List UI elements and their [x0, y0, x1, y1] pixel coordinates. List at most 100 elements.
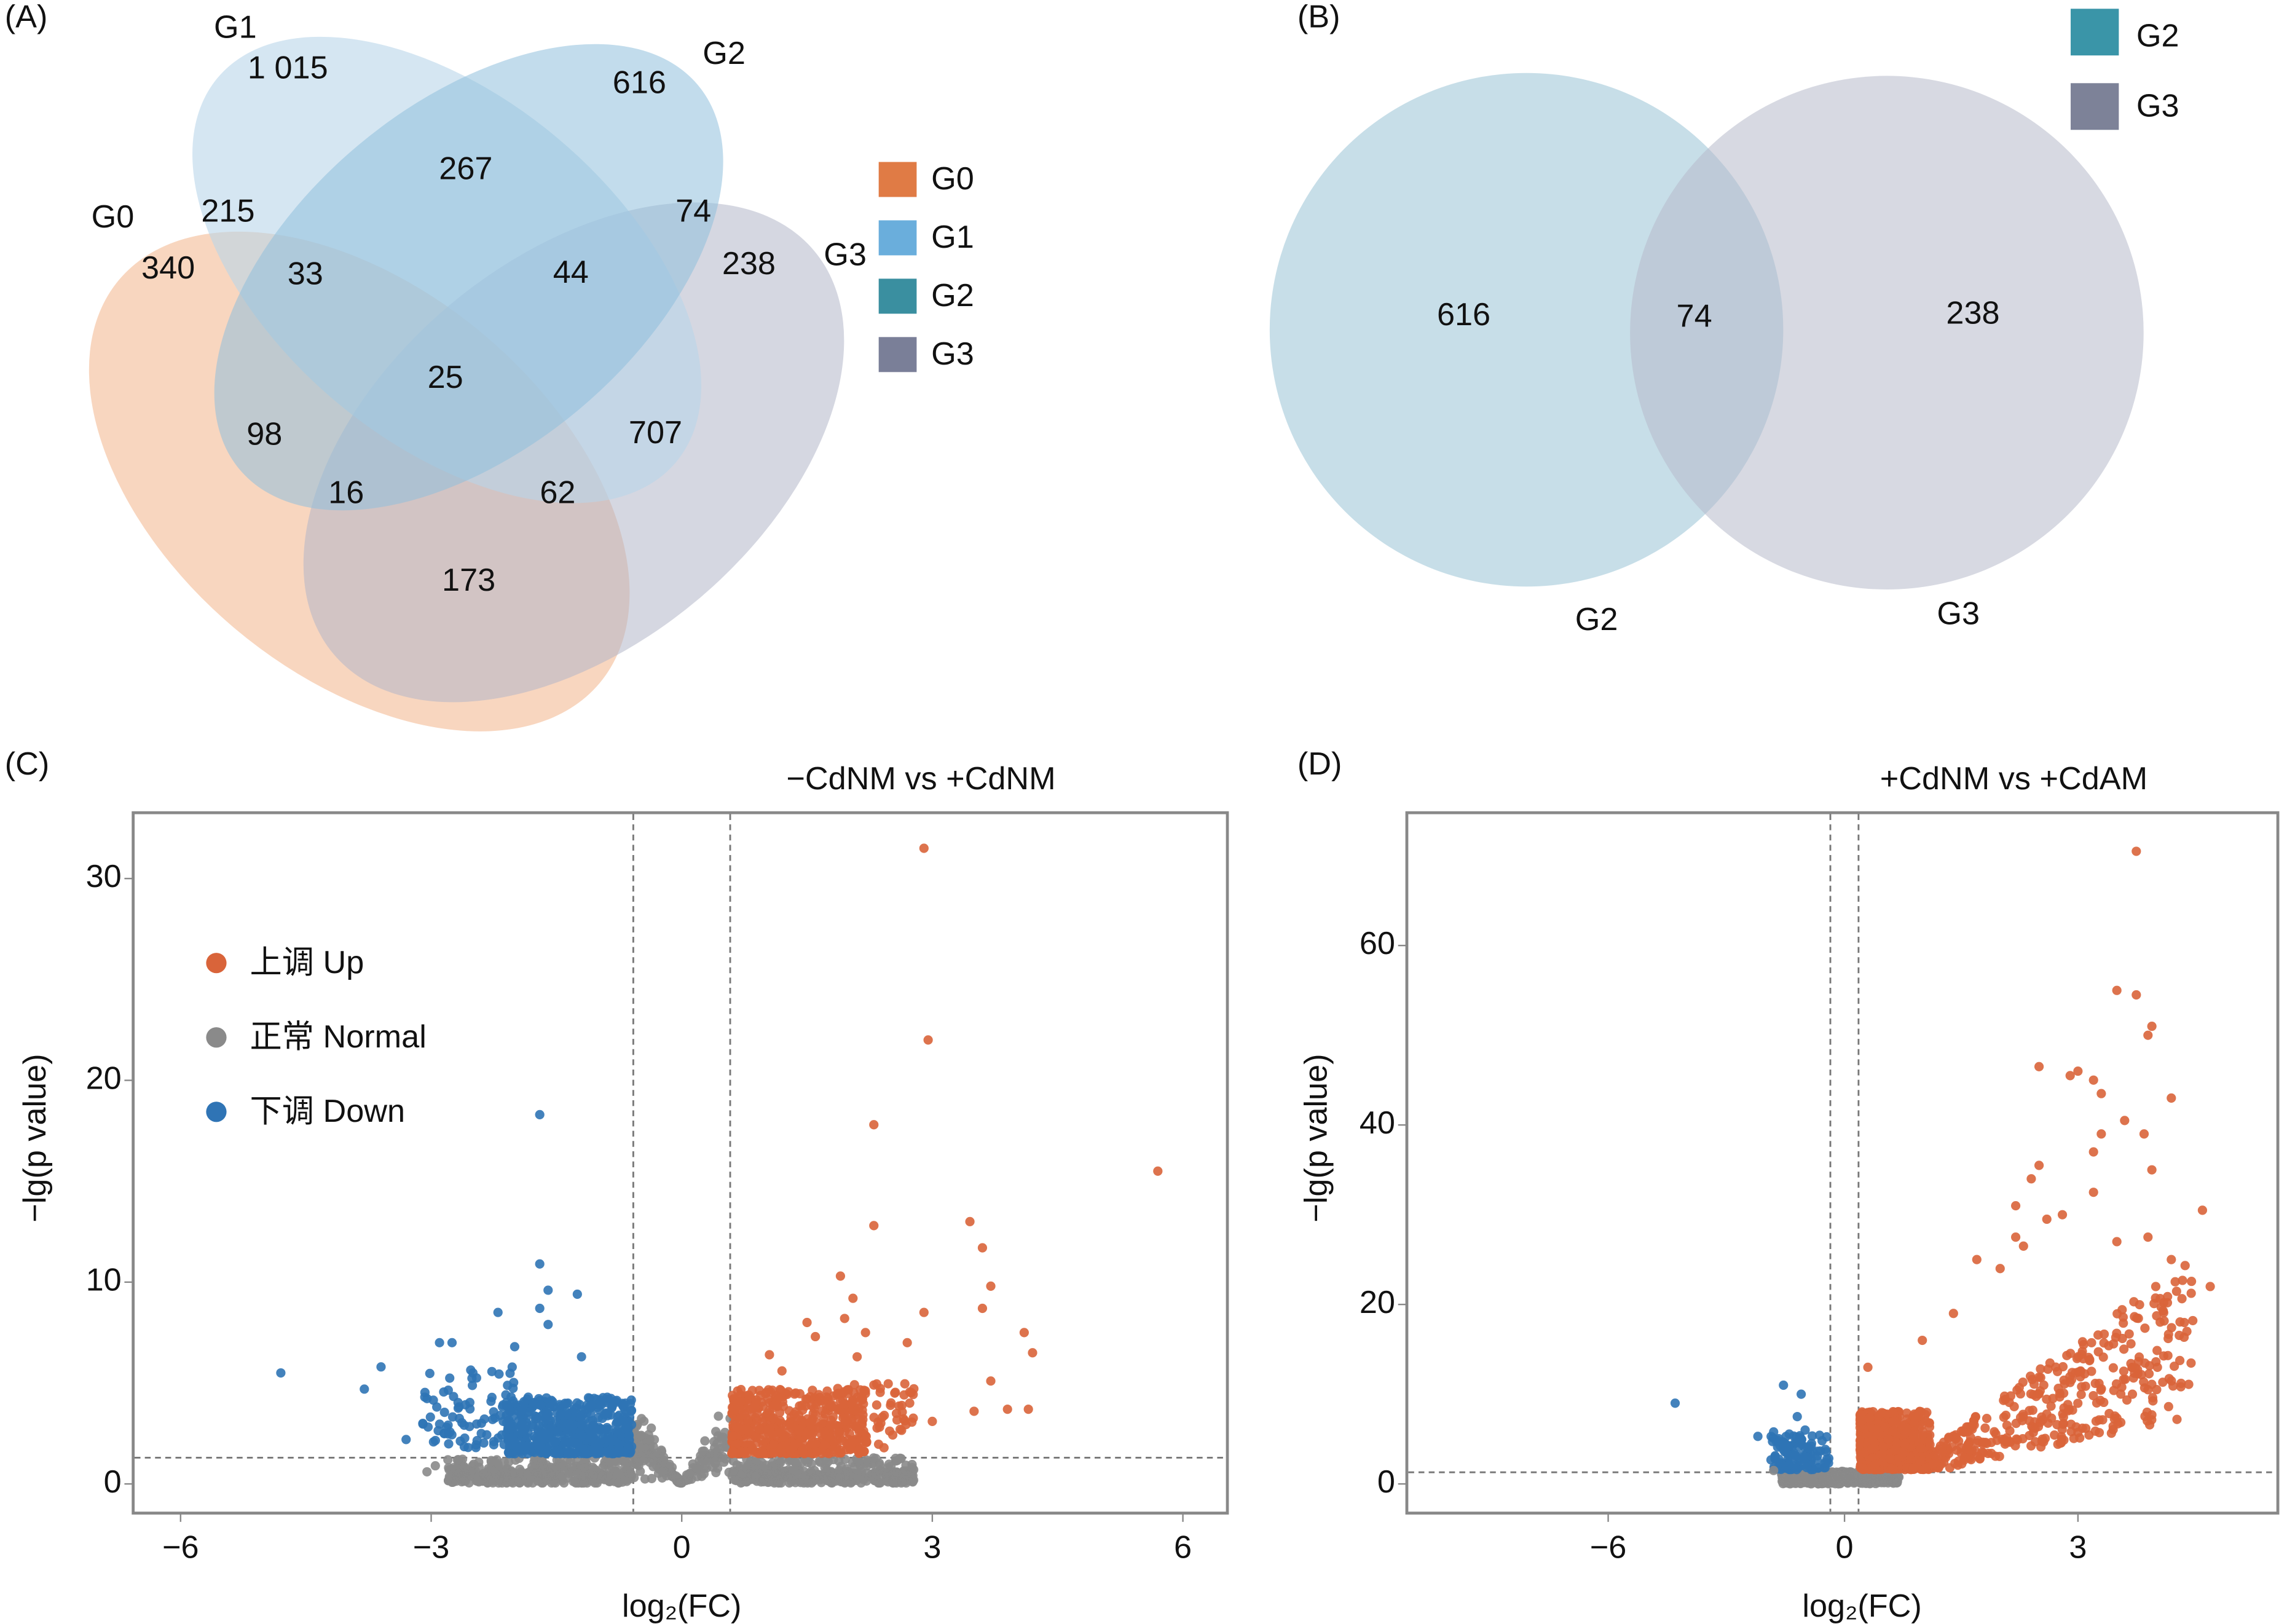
point-up — [2093, 1330, 2103, 1340]
point-up — [2187, 1276, 2197, 1287]
point-up — [1930, 1451, 1940, 1460]
legend-label-up: 上调 Up — [250, 945, 364, 980]
point-normal — [1819, 1475, 1829, 1484]
point-up — [852, 1352, 862, 1362]
point-down — [471, 1440, 481, 1450]
point-normal — [644, 1451, 653, 1461]
point-down — [1807, 1431, 1817, 1441]
point-up — [829, 1448, 838, 1457]
point-up — [2065, 1071, 2075, 1081]
point-up — [2088, 1390, 2098, 1401]
point-normal — [710, 1458, 720, 1468]
point-down — [505, 1435, 515, 1445]
chart-legend: 上调 Up 正常 Normal 下调 Down — [206, 945, 427, 1129]
point-up — [2112, 985, 2122, 995]
point-up — [1885, 1454, 1895, 1464]
point-down — [439, 1408, 449, 1417]
point-normal — [567, 1463, 577, 1473]
point-down — [376, 1362, 386, 1372]
point-down — [449, 1392, 459, 1401]
legend-label: G1 — [931, 219, 974, 255]
point-up — [884, 1426, 895, 1436]
point-normal — [888, 1478, 898, 1488]
legend-label: G0 — [931, 161, 974, 197]
point-up — [1877, 1449, 1887, 1459]
point-up — [986, 1376, 996, 1386]
point-up — [2177, 1294, 2187, 1304]
point-down — [493, 1307, 503, 1317]
point-up — [2073, 1352, 2083, 1362]
point-up — [728, 1431, 738, 1441]
point-up — [2130, 1363, 2140, 1373]
point-down — [1779, 1380, 1789, 1390]
point-down — [1806, 1441, 1816, 1451]
venn-b-set-g2 — [1269, 73, 1784, 587]
point-normal — [647, 1473, 656, 1483]
point-up — [860, 1386, 870, 1396]
point-up — [2120, 1374, 2130, 1384]
point-down — [593, 1441, 604, 1451]
point-up — [2099, 1338, 2109, 1348]
point-normal — [691, 1463, 701, 1473]
panel-label-d: (D) — [1297, 746, 1342, 782]
point-up — [2073, 1427, 2083, 1437]
point-down — [1798, 1453, 1808, 1462]
chart-title: −CdNM vs +CdNM — [786, 761, 1055, 797]
point-up — [2048, 1393, 2058, 1403]
point-normal — [849, 1472, 859, 1482]
point-up — [905, 1398, 915, 1408]
point-down — [588, 1428, 597, 1438]
point-up — [2119, 1344, 2129, 1354]
point-up — [848, 1293, 858, 1303]
point-down — [505, 1368, 515, 1378]
point-down — [619, 1447, 629, 1457]
point-normal — [612, 1476, 621, 1486]
panel-label-c: (C) — [5, 746, 50, 782]
point-down — [565, 1438, 575, 1448]
y-tick-label: 10 — [86, 1263, 122, 1298]
point-normal — [430, 1460, 440, 1471]
point-up — [2088, 1188, 2098, 1197]
point-up — [2088, 1147, 2098, 1157]
point-normal — [579, 1477, 589, 1487]
venn-b-set-label-g2: G2 — [1575, 602, 1618, 637]
point-up — [768, 1413, 779, 1423]
point-up — [899, 1390, 909, 1400]
point-normal — [728, 1456, 738, 1466]
point-up — [1922, 1408, 1932, 1417]
chart-title: +CdNM vs +CdAM — [1880, 761, 2147, 797]
point-up — [846, 1398, 856, 1408]
point-up — [2129, 1297, 2139, 1307]
point-up — [1883, 1434, 1893, 1444]
point-up — [2170, 1362, 2179, 1371]
point-up — [2112, 1237, 2122, 1247]
point-up — [2042, 1214, 2052, 1224]
venn-a-region: 98 — [246, 417, 282, 452]
point-normal — [493, 1459, 503, 1468]
point-normal — [455, 1467, 465, 1477]
point-normal — [446, 1465, 456, 1475]
point-up — [859, 1447, 869, 1457]
point-up — [853, 1424, 863, 1434]
point-down — [543, 1285, 553, 1295]
point-down — [1769, 1427, 1779, 1437]
point-up — [1019, 1328, 1029, 1338]
point-down — [435, 1338, 444, 1347]
point-normal — [772, 1470, 782, 1480]
point-down — [522, 1441, 532, 1451]
point-down — [535, 1259, 545, 1269]
point-down — [550, 1437, 561, 1447]
venn-a-region: 215 — [201, 193, 254, 229]
point-normal — [612, 1457, 622, 1467]
point-normal — [527, 1462, 537, 1472]
point-up — [1867, 1444, 1877, 1454]
point-down — [1822, 1454, 1832, 1464]
point-up — [2010, 1441, 2020, 1451]
point-up — [743, 1416, 753, 1425]
legend-swatch-g3 — [878, 337, 917, 372]
point-up — [1943, 1433, 1953, 1443]
point-normal — [901, 1476, 911, 1486]
point-down — [554, 1448, 564, 1458]
point-down — [1793, 1442, 1804, 1452]
point-normal — [747, 1470, 757, 1480]
